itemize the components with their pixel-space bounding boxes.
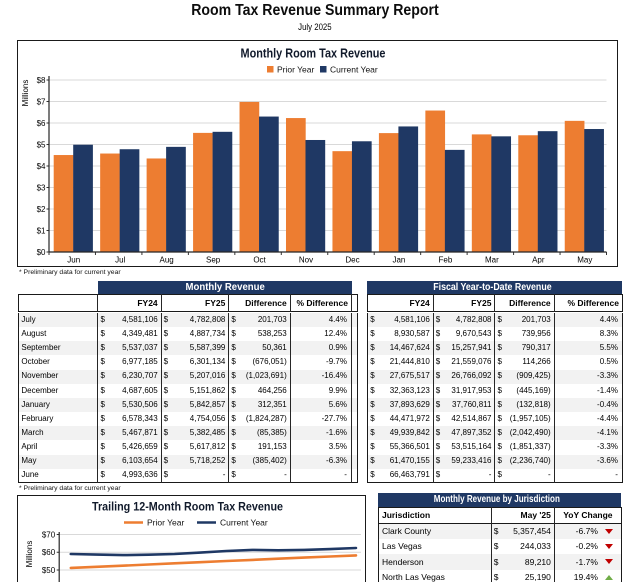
svg-text:Millions: Millions [21,80,30,107]
svg-text:Aug: Aug [160,256,174,265]
svg-text:$8: $8 [37,76,46,85]
svg-text:Nov: Nov [299,256,313,265]
svg-text:$6: $6 [37,119,46,128]
svg-text:Millions: Millions [25,540,34,567]
svg-text:May: May [577,256,592,265]
svg-text:$1: $1 [37,226,46,235]
svg-text:Current Year: Current Year [220,517,268,527]
svg-text:$60: $60 [42,548,56,557]
svg-text:$3: $3 [37,183,46,192]
svg-text:Jul: Jul [115,256,125,265]
svg-text:Apr: Apr [532,256,545,265]
svg-text:$5: $5 [37,140,46,149]
svg-text:$0: $0 [37,248,46,257]
svg-text:$70: $70 [42,530,56,539]
svg-text:Prior Year: Prior Year [277,65,314,75]
svg-text:$50: $50 [42,565,56,574]
svg-text:Mar: Mar [485,256,499,265]
svg-text:Sep: Sep [206,256,221,265]
svg-text:Feb: Feb [438,256,452,265]
svg-text:$2: $2 [37,205,46,214]
svg-text:Monthly Room Tax Revenue: Monthly Room Tax Revenue [241,47,386,61]
svg-text:Trailing 12-Month Room Tax Rev: Trailing 12-Month Room Tax Revenue [92,499,283,513]
svg-text:Prior Year: Prior Year [147,517,184,527]
svg-text:$4: $4 [37,162,46,171]
svg-text:Current Year: Current Year [330,65,378,75]
svg-text:Jun: Jun [67,256,80,265]
svg-text:Dec: Dec [345,256,359,265]
svg-text:$7: $7 [37,97,46,106]
svg-text:Oct: Oct [253,256,266,265]
svg-text:Jan: Jan [392,256,405,265]
